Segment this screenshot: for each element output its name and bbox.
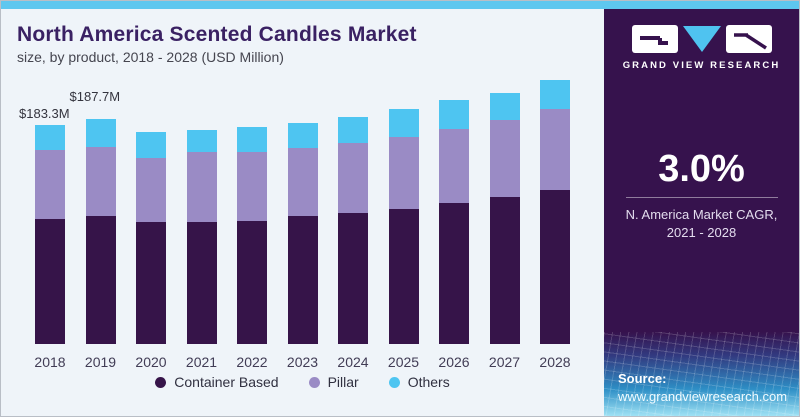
bar-segment-2024-container-based <box>338 213 368 344</box>
bar-segment-2024-pillar <box>338 143 368 213</box>
bar-2024 <box>338 117 368 344</box>
value-callout-2019: $187.7M <box>69 89 121 104</box>
legend-item-pillar: Pillar <box>308 374 359 390</box>
bar-segment-2025-others <box>388 109 419 137</box>
bar-2022 <box>237 127 267 344</box>
bar-chart: 2018 2019 2020 2021 2022 2023 2024 2025 2026 2027… <box>17 70 588 370</box>
bar-segment-2022-container-based <box>237 221 267 344</box>
bar-2018 <box>35 125 65 344</box>
bar-segment-2026-others <box>439 100 469 129</box>
legend-item-container-based: Container Based <box>155 374 279 390</box>
legend-label: Others <box>407 374 450 390</box>
bar-segment-2028-container-based <box>540 190 570 344</box>
chart-panel: North America Scented Candles Market siz… <box>1 9 604 416</box>
bar-segment-2027-container-based <box>489 197 520 344</box>
bar-segment-2018-container-based <box>35 219 65 344</box>
logo-g-glyph <box>639 36 668 45</box>
legend-item-others: Others <box>388 374 450 390</box>
x-tick-2023: 2023 <box>286 354 319 370</box>
x-tick-2027: 2027 <box>488 354 521 370</box>
x-tick-2028: 2028 <box>539 354 571 370</box>
chart-title: North America Scented Candles Market <box>17 23 417 46</box>
x-tick-2022: 2022 <box>236 354 268 370</box>
bar-segment-2028-pillar <box>540 109 570 190</box>
bar-2028 <box>540 80 570 344</box>
stat-divider <box>625 197 778 198</box>
bar-segment-2023-container-based <box>287 216 318 344</box>
bar-segment-2021-pillar <box>186 152 217 222</box>
x-tick-2019: 2019 <box>84 354 117 370</box>
cagr-caption-line2: 2021 - 2028 <box>666 225 737 240</box>
bar-2019 <box>85 119 116 344</box>
bar-segment-2019-container-based <box>85 216 116 344</box>
bar-segment-2022-pillar <box>237 152 267 221</box>
bar-segment-2020-container-based <box>136 222 166 344</box>
bar-segment-2018-others <box>35 125 65 150</box>
x-tick-2020: 2020 <box>135 354 167 370</box>
cagr-caption-line1: N. America Market CAGR, <box>625 207 778 222</box>
chart-legend: Container Based Pillar Others <box>17 374 588 390</box>
legend-label: Pillar <box>327 374 359 390</box>
legend-dot-icon <box>388 376 400 388</box>
bar-segment-2019-others <box>85 119 116 147</box>
bar-segment-2027-pillar <box>489 120 520 197</box>
bar-segment-2024-others <box>338 117 368 143</box>
bar-segment-2021-container-based <box>186 222 217 344</box>
x-tick-2025: 2025 <box>387 354 420 370</box>
x-tick-2021: 2021 <box>185 354 218 370</box>
bar-segment-2022-others <box>237 127 267 152</box>
bars-area <box>35 79 570 344</box>
legend-dot-icon <box>155 376 167 388</box>
bar-2027 <box>489 93 520 344</box>
legend-dot-icon <box>308 376 320 388</box>
x-axis-labels: 2018 2019 2020 2021 2022 2023 2024 2025 2026 2027… <box>34 354 570 370</box>
bar-segment-2020-pillar <box>136 158 166 222</box>
bar-segment-2020-others <box>136 132 166 158</box>
source-url: www.grandviewresearch.com <box>618 389 788 404</box>
bar-segment-2019-pillar <box>85 147 116 216</box>
chart-subtitle: size, by product, 2018 - 2028 (USD Milli… <box>17 49 284 65</box>
bar-segment-2026-pillar <box>439 129 469 203</box>
x-tick-2026: 2026 <box>438 354 470 370</box>
legend-label: Container Based <box>174 374 279 390</box>
value-callout-2018: $183.3M <box>19 106 70 121</box>
bar-segment-2026-container-based <box>439 203 469 344</box>
source-footer: Source: www.grandviewresearch.com <box>604 332 799 416</box>
gvr-logo-icon <box>631 25 772 53</box>
top-accent-strip <box>1 1 799 9</box>
bar-segment-2027-others <box>489 93 520 120</box>
bar-segment-2025-pillar <box>388 137 419 209</box>
bar-2020 <box>136 132 166 344</box>
logo-r-block <box>725 25 772 53</box>
bar-segment-2018-pillar <box>35 150 65 219</box>
bar-segment-2021-others <box>186 130 217 152</box>
bar-2021 <box>186 130 217 344</box>
main-row: North America Scented Candles Market siz… <box>1 9 799 416</box>
cagr-value: 3.0% <box>658 148 745 190</box>
bar-segment-2023-others <box>287 123 318 148</box>
bar-2026 <box>439 100 469 344</box>
x-tick-2024: 2024 <box>337 354 369 370</box>
brand-sidebar: GRAND VIEW RESEARCH 3.0% N. America Mark… <box>604 9 799 416</box>
bar-2025 <box>388 109 419 344</box>
bar-segment-2025-container-based <box>388 209 419 344</box>
bar-2023 <box>287 123 318 344</box>
cagr-stat: 3.0% N. America Market CAGR, 2021 - 2028 <box>604 149 799 242</box>
source-label: Source: <box>618 371 667 386</box>
bar-segment-2023-pillar <box>287 148 318 216</box>
logo-g-block <box>631 25 678 53</box>
brand-name: GRAND VIEW RESEARCH <box>622 60 781 71</box>
logo-v-triangle-icon <box>682 26 721 52</box>
x-tick-2018: 2018 <box>34 354 66 370</box>
logo-r-glyph <box>733 33 767 50</box>
brand-logo: GRAND VIEW RESEARCH <box>604 9 799 71</box>
bar-segment-2028-others <box>540 80 570 109</box>
